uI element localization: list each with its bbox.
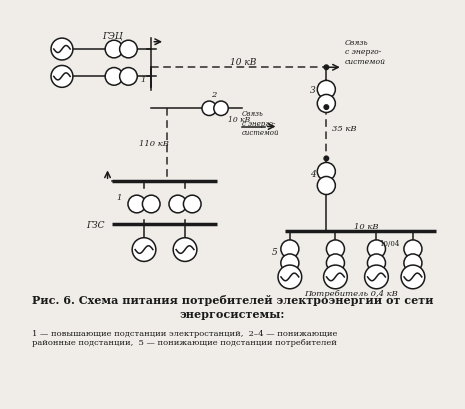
Circle shape <box>281 254 299 272</box>
Text: Связь
с энерго-
системой: Связь с энерго- системой <box>242 110 279 137</box>
Circle shape <box>324 157 329 161</box>
Circle shape <box>317 177 335 195</box>
Circle shape <box>324 265 347 289</box>
Circle shape <box>202 102 216 116</box>
Circle shape <box>401 265 425 289</box>
Circle shape <box>169 196 186 213</box>
Circle shape <box>51 39 73 61</box>
Circle shape <box>105 41 123 59</box>
Text: 5: 5 <box>272 247 278 256</box>
Text: 1: 1 <box>140 76 146 84</box>
Circle shape <box>367 254 385 272</box>
Circle shape <box>324 66 329 70</box>
Text: 3: 3 <box>310 85 316 94</box>
Circle shape <box>132 238 156 262</box>
Text: Связь
с энерго-
системой: Связь с энерго- системой <box>345 39 385 65</box>
Circle shape <box>326 254 345 272</box>
Circle shape <box>365 265 388 289</box>
Text: ГЗС: ГЗС <box>86 220 105 229</box>
Circle shape <box>317 163 335 181</box>
Text: 10/04: 10/04 <box>379 239 399 247</box>
Text: Потребитель 0,4 кВ: Потребитель 0,4 кВ <box>305 290 398 297</box>
Circle shape <box>278 265 302 289</box>
Text: 10 кВ: 10 кВ <box>228 116 251 124</box>
Circle shape <box>214 102 228 116</box>
Text: 1: 1 <box>117 194 122 202</box>
Circle shape <box>120 41 137 59</box>
Circle shape <box>173 238 197 262</box>
Circle shape <box>317 95 335 113</box>
Text: 10 кВ: 10 кВ <box>354 222 378 230</box>
Circle shape <box>404 240 422 258</box>
Circle shape <box>120 68 137 86</box>
Text: 2: 2 <box>211 91 216 99</box>
Text: 1 — повышающие подстанции электростанций,  2–4 — понижающие
районные подстанции,: 1 — повышающие подстанции электростанций… <box>32 329 337 346</box>
Circle shape <box>281 240 299 258</box>
Text: 4: 4 <box>310 169 316 178</box>
Text: ГЭЦ: ГЭЦ <box>102 31 122 40</box>
Text: 10 кВ: 10 кВ <box>230 58 256 66</box>
Circle shape <box>404 254 422 272</box>
Circle shape <box>128 196 146 213</box>
Circle shape <box>326 240 345 258</box>
Circle shape <box>317 81 335 99</box>
Circle shape <box>105 68 123 86</box>
Text: Рис. 6. Схема питания потребителей электроэнергии от сети: Рис. 6. Схема питания потребителей элект… <box>32 294 433 306</box>
Circle shape <box>183 196 201 213</box>
Text: 35 кВ: 35 кВ <box>332 125 356 133</box>
Text: 110 кВ: 110 кВ <box>140 139 169 147</box>
Circle shape <box>51 66 73 88</box>
Circle shape <box>367 240 385 258</box>
Text: энергосистемы:: энергосистемы: <box>180 308 285 319</box>
Circle shape <box>324 106 329 110</box>
Circle shape <box>142 196 160 213</box>
